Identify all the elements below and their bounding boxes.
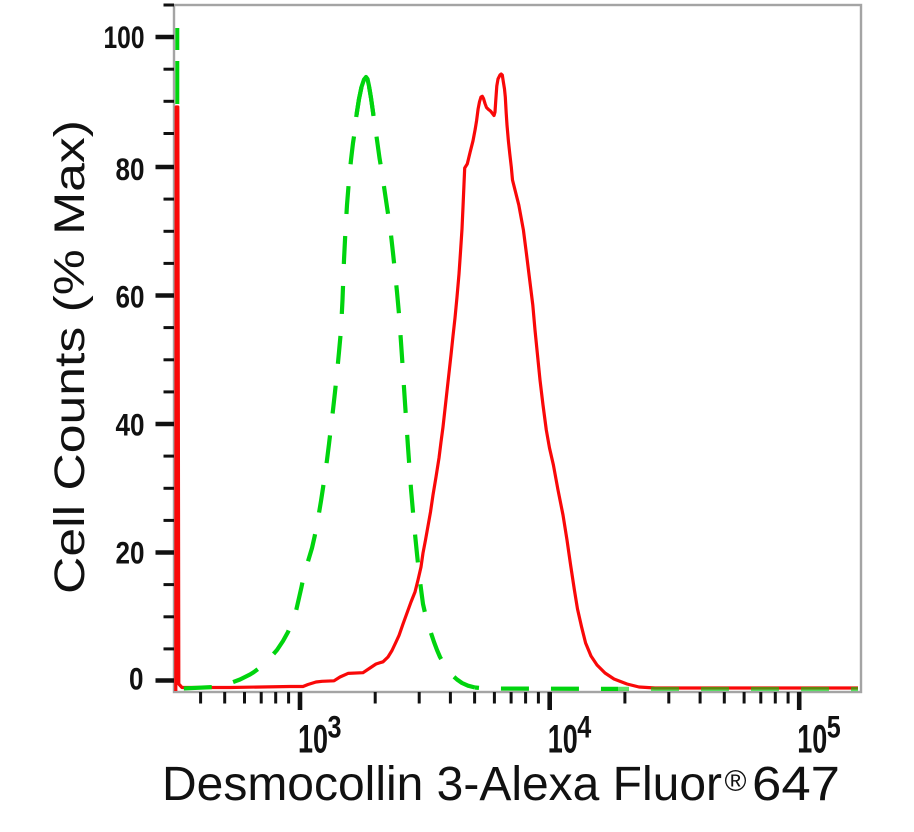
svg-text:5: 5 <box>827 709 841 745</box>
svg-text:20: 20 <box>116 535 145 571</box>
svg-text:Cell Counts (% Max): Cell Counts (% Max) <box>46 120 94 594</box>
svg-text:3: 3 <box>328 709 342 745</box>
svg-text:80: 80 <box>116 151 145 187</box>
svg-text:10: 10 <box>548 718 578 762</box>
svg-text:40: 40 <box>116 407 145 443</box>
svg-text:100: 100 <box>104 19 145 55</box>
svg-text:10: 10 <box>298 718 328 762</box>
svg-text:Desmocollin 3-Alexa Fluor: Desmocollin 3-Alexa Fluor <box>162 758 722 811</box>
svg-text:10: 10 <box>797 718 827 762</box>
svg-text:4: 4 <box>577 709 591 745</box>
svg-text:®: ® <box>725 765 747 798</box>
svg-text:60: 60 <box>116 279 145 315</box>
svg-text:0: 0 <box>129 661 144 697</box>
svg-text:647: 647 <box>752 758 840 811</box>
